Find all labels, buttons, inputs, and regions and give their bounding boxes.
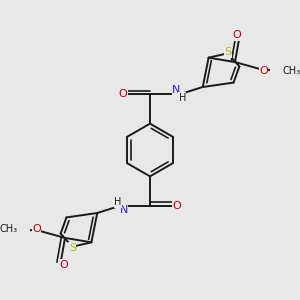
Text: N: N bbox=[172, 85, 181, 95]
Text: O: O bbox=[59, 260, 68, 270]
Text: CH₃: CH₃ bbox=[282, 66, 300, 76]
Text: H: H bbox=[114, 197, 122, 208]
Text: S: S bbox=[224, 47, 231, 57]
Text: O: O bbox=[118, 89, 127, 99]
Text: S: S bbox=[69, 243, 76, 253]
Text: O: O bbox=[232, 30, 241, 40]
Text: N: N bbox=[119, 205, 128, 215]
Text: CH₃: CH₃ bbox=[0, 224, 18, 234]
Text: O: O bbox=[32, 224, 41, 234]
Text: H: H bbox=[178, 92, 186, 103]
Text: O: O bbox=[259, 66, 268, 76]
Text: O: O bbox=[173, 201, 182, 211]
